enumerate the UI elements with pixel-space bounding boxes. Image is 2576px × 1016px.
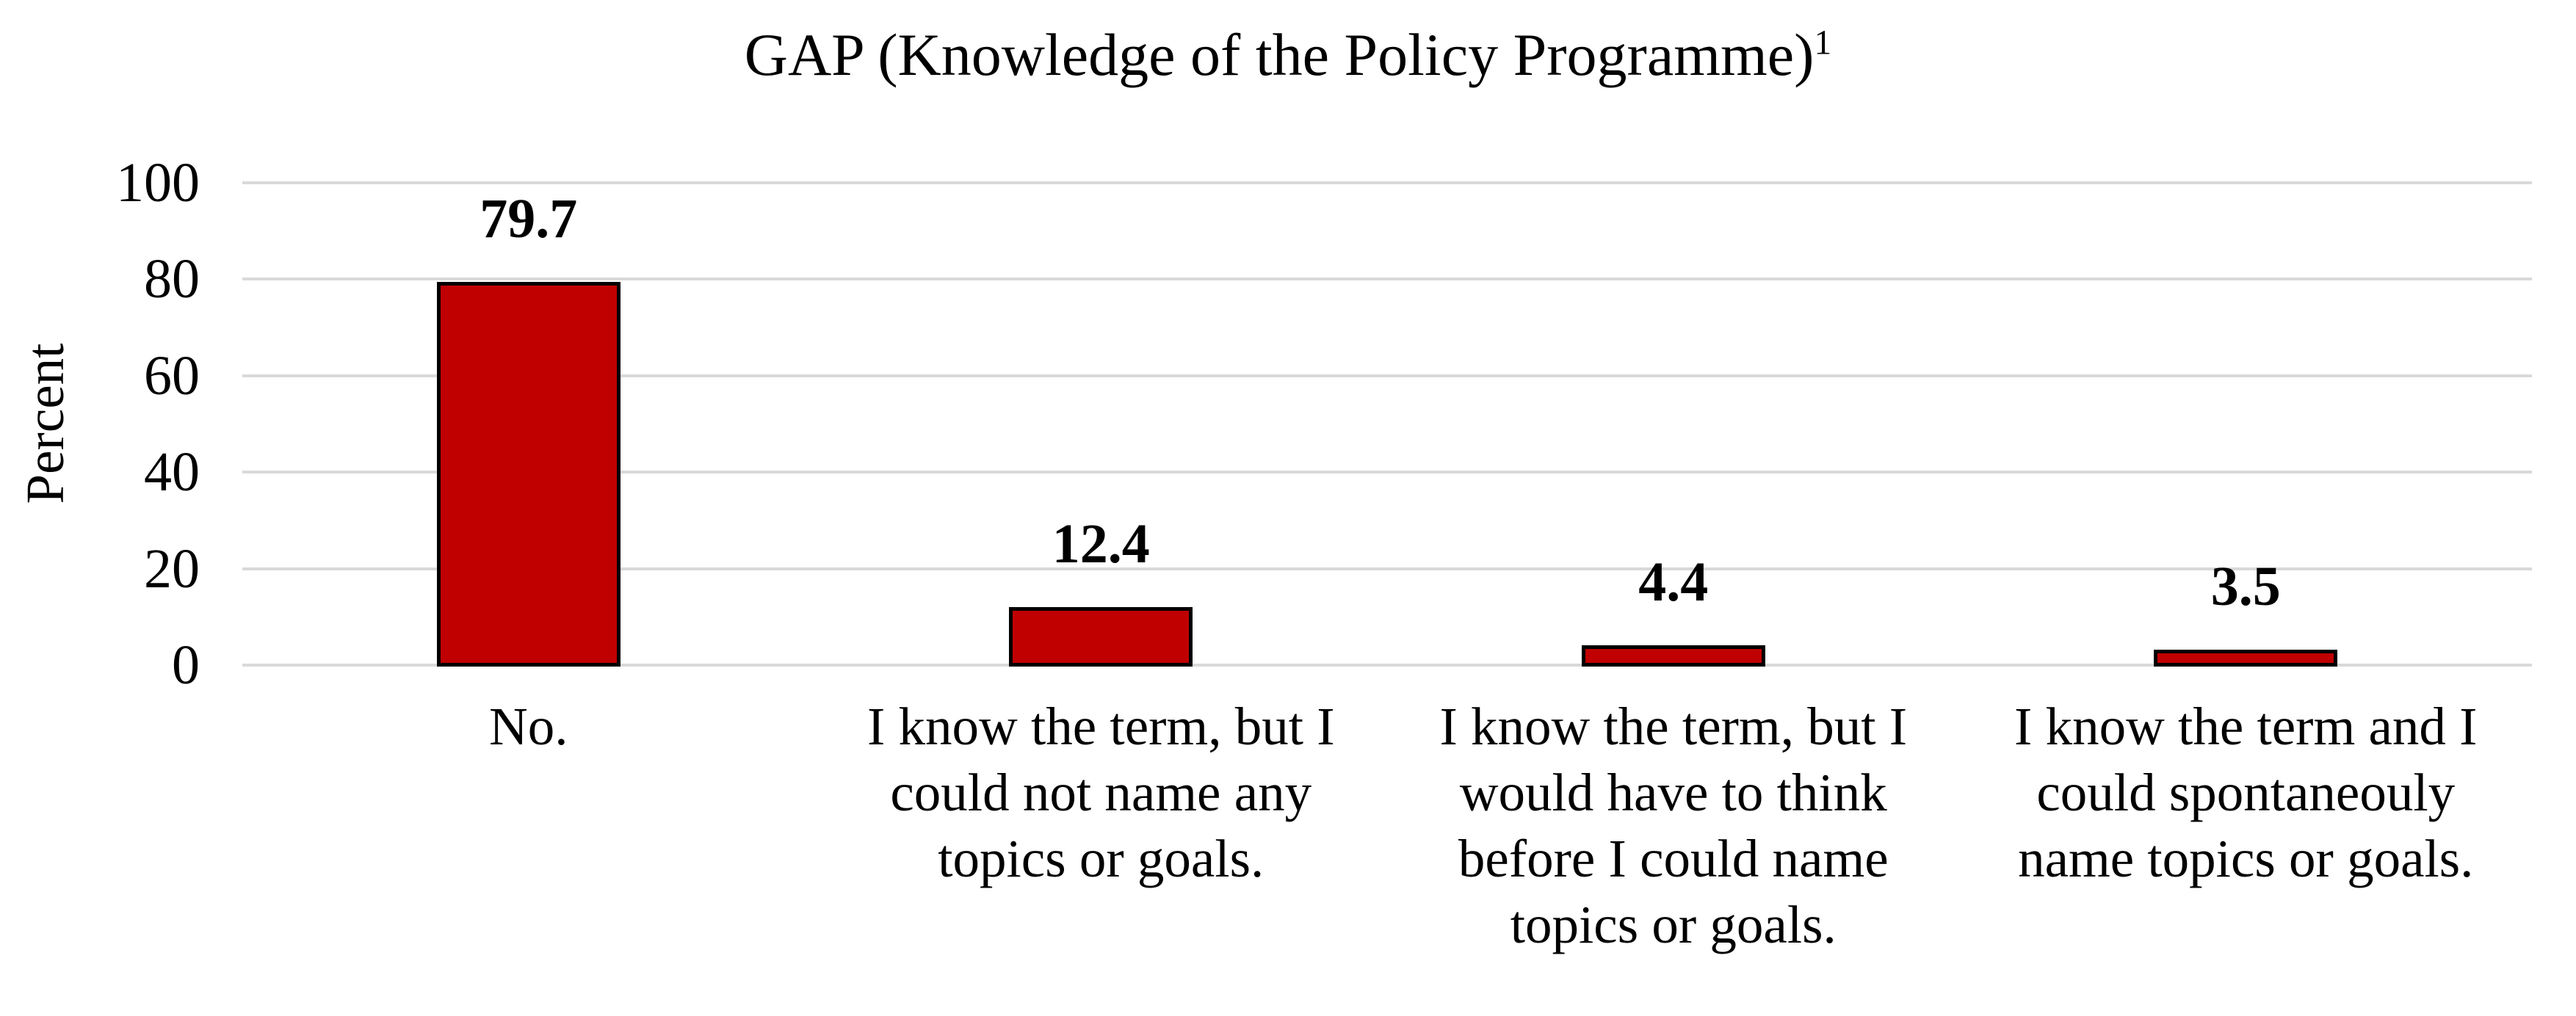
title-footnote-marker: 1 [1814,23,1832,62]
x-category-label: I know the term and I could spontaneouly… [2014,697,2478,888]
bar [436,282,621,667]
x-category-label: I know the term, but I could not name an… [866,697,1335,888]
gridline [242,181,2532,184]
y-tick-label: 40 [144,441,200,504]
gridline [242,567,2532,570]
plot-area: 79.7 12.4 4.4 3.5 [242,181,2532,667]
gridline [242,664,2532,667]
y-tick-label: 20 [144,537,200,600]
y-tick-label: 0 [172,634,200,696]
bar [1009,606,1193,667]
x-category-label: I know the term, but I would have to thi… [1439,697,1908,954]
gridline [242,471,2532,474]
bar-value-label: 3.5 [2210,556,2281,618]
bar [2154,650,2338,667]
bar-value-label: 12.4 [1052,512,1150,575]
y-tick-label: 100 [116,152,200,214]
gridline [242,277,2532,281]
bar-value-label: 79.7 [480,188,578,250]
chart-title-text: GAP (Knowledge of the Policy Programme) [744,21,1815,88]
chart-title: GAP (Knowledge of the Policy Programme)1 [0,21,2576,90]
bar [1581,645,1765,667]
x-category-label: No. [489,697,568,756]
y-tick-label: 80 [144,248,200,311]
gridline [242,374,2532,377]
y-tick-label: 60 [144,344,200,407]
bar-value-label: 4.4 [1638,551,1709,614]
